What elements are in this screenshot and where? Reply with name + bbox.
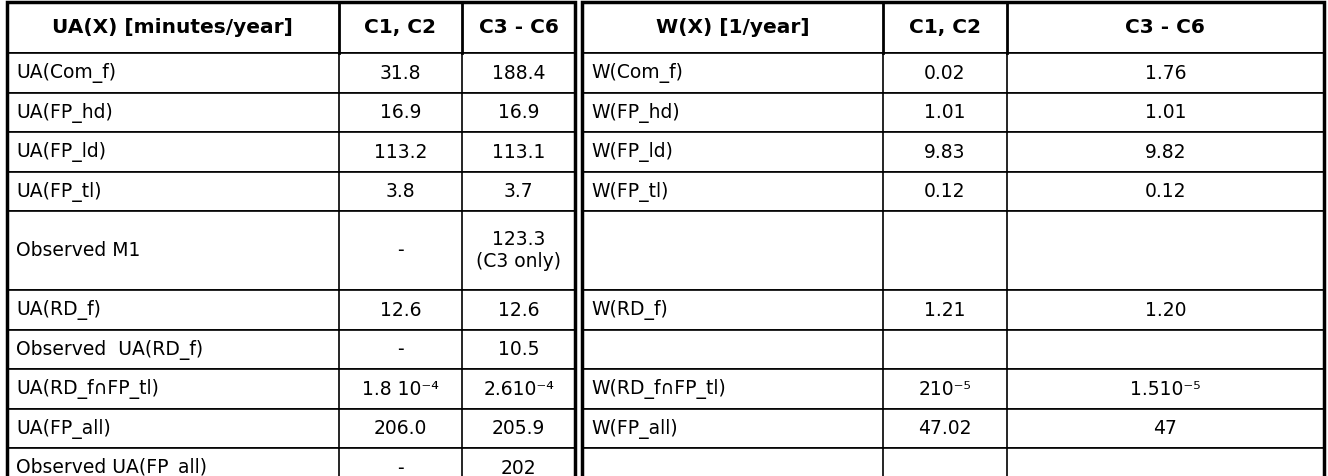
Text: W(RD_f∩FP_tl): W(RD_f∩FP_tl) <box>591 379 725 399</box>
Bar <box>7 2 575 53</box>
Text: 0.12: 0.12 <box>1145 182 1186 201</box>
Text: 9.82: 9.82 <box>1145 143 1186 161</box>
Bar <box>7 53 575 93</box>
Text: W(Com_f): W(Com_f) <box>591 63 683 83</box>
Text: Observed M1: Observed M1 <box>16 241 141 260</box>
Bar <box>7 369 575 409</box>
Text: C1, C2: C1, C2 <box>908 19 981 37</box>
Text: 1.21: 1.21 <box>924 301 965 319</box>
Text: 2.610⁻⁴: 2.610⁻⁴ <box>483 380 554 398</box>
Text: W(RD_f): W(RD_f) <box>591 300 668 320</box>
Text: 188.4: 188.4 <box>491 64 546 82</box>
Text: 3.8: 3.8 <box>385 182 416 201</box>
Text: 0.02: 0.02 <box>924 64 965 82</box>
Text: W(X) [1/year]: W(X) [1/year] <box>656 19 809 37</box>
Text: 1.01: 1.01 <box>1145 103 1186 122</box>
Text: 0.12: 0.12 <box>924 182 965 201</box>
Text: 16.9: 16.9 <box>498 103 539 122</box>
Text: 31.8: 31.8 <box>380 64 421 82</box>
Bar <box>7 290 575 330</box>
Text: 205.9: 205.9 <box>491 419 546 438</box>
Text: 206.0: 206.0 <box>373 419 428 438</box>
Bar <box>7 448 575 476</box>
Bar <box>582 330 1324 369</box>
Text: 12.6: 12.6 <box>380 301 421 319</box>
Bar <box>582 2 1324 476</box>
Text: -: - <box>397 340 404 359</box>
Bar <box>582 93 1324 132</box>
Text: UA(Com_f): UA(Com_f) <box>16 63 116 83</box>
Text: Observed  UA(RD_f): Observed UA(RD_f) <box>16 339 203 360</box>
Text: UA(FP_all): UA(FP_all) <box>16 418 110 439</box>
Text: 113.2: 113.2 <box>373 143 428 161</box>
Bar <box>7 172 575 211</box>
Text: 123.3
(C3 only): 123.3 (C3 only) <box>475 230 562 271</box>
Text: -: - <box>397 459 404 476</box>
Text: 3.7: 3.7 <box>503 182 534 201</box>
Text: -: - <box>397 241 404 260</box>
Text: UA(RD_f): UA(RD_f) <box>16 300 101 320</box>
Text: 1.01: 1.01 <box>924 103 965 122</box>
Bar <box>582 53 1324 93</box>
Text: W(FP_hd): W(FP_hd) <box>591 102 680 123</box>
Text: 202: 202 <box>501 459 537 476</box>
Text: W(FP_tl): W(FP_tl) <box>591 181 668 202</box>
Bar <box>7 409 575 448</box>
Text: UA(X) [minutes/year]: UA(X) [minutes/year] <box>52 19 293 37</box>
Bar <box>7 132 575 172</box>
Bar <box>582 2 1324 53</box>
Bar <box>582 290 1324 330</box>
Text: 1.20: 1.20 <box>1145 301 1186 319</box>
Bar <box>582 448 1324 476</box>
Text: 47: 47 <box>1154 419 1177 438</box>
Text: 1.76: 1.76 <box>1145 64 1186 82</box>
Text: 16.9: 16.9 <box>380 103 421 122</box>
Text: Observed UA(FP_all): Observed UA(FP_all) <box>16 458 207 476</box>
Text: 47.02: 47.02 <box>918 419 972 438</box>
Text: UA(FP_ld): UA(FP_ld) <box>16 142 106 162</box>
Text: UA(FP_tl): UA(FP_tl) <box>16 181 101 202</box>
Bar <box>582 211 1324 290</box>
Bar <box>7 2 575 476</box>
Bar <box>7 93 575 132</box>
Text: 113.1: 113.1 <box>491 143 546 161</box>
Text: 9.83: 9.83 <box>924 143 965 161</box>
Text: C3 - C6: C3 - C6 <box>1125 19 1206 37</box>
Text: W(FP_ld): W(FP_ld) <box>591 142 673 162</box>
Bar <box>582 132 1324 172</box>
Text: 210⁻⁵: 210⁻⁵ <box>919 380 971 398</box>
Bar <box>7 211 575 290</box>
Text: UA(RD_f∩FP_tl): UA(RD_f∩FP_tl) <box>16 379 159 399</box>
Bar <box>582 409 1324 448</box>
Bar <box>7 330 575 369</box>
Text: 1.8 10⁻⁴: 1.8 10⁻⁴ <box>363 380 438 398</box>
Text: W(FP_all): W(FP_all) <box>591 418 677 439</box>
Text: 10.5: 10.5 <box>498 340 539 359</box>
Bar <box>582 369 1324 409</box>
Text: UA(FP_hd): UA(FP_hd) <box>16 102 113 123</box>
Text: 1.510⁻⁵: 1.510⁻⁵ <box>1130 380 1201 398</box>
Text: 12.6: 12.6 <box>498 301 539 319</box>
Text: C3 - C6: C3 - C6 <box>478 19 559 37</box>
Text: C1, C2: C1, C2 <box>364 19 437 37</box>
Bar <box>582 172 1324 211</box>
